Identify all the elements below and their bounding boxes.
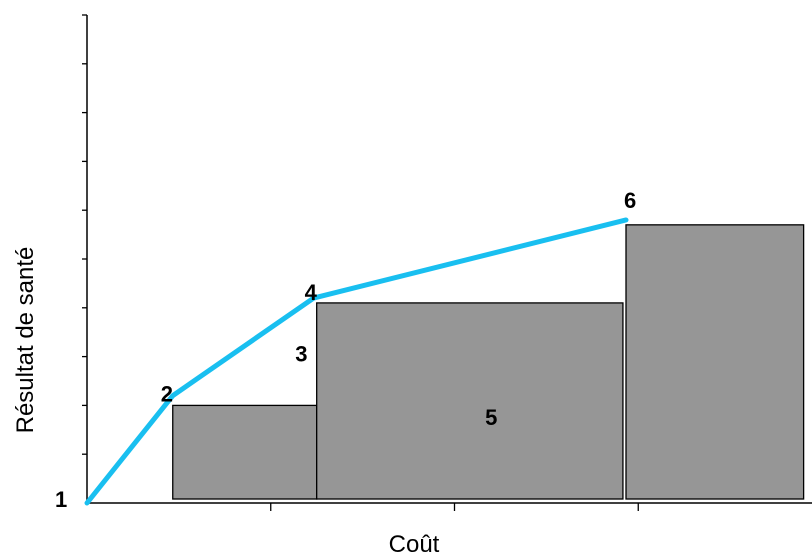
annotation-label-5: 5 [485, 405, 497, 430]
line-layer [84, 217, 629, 506]
bar-1 [172, 404, 318, 500]
point-label-2: 2 [161, 382, 173, 407]
point-label-6: 6 [624, 188, 636, 213]
bar-2 [316, 302, 624, 500]
bar-3 [625, 224, 805, 500]
frontier-line [84, 217, 629, 506]
annotation-label-3: 3 [295, 341, 307, 366]
x-axis-title: Coût [389, 531, 440, 558]
y-axis-title: Résultat de santé [12, 247, 39, 434]
point-label-1: 1 [55, 487, 67, 512]
point-label-4: 4 [305, 280, 318, 305]
axes-layer [82, 14, 812, 511]
bars-layer [172, 224, 805, 500]
labels-layer: 1 2 4 6 3 5 [55, 188, 636, 512]
